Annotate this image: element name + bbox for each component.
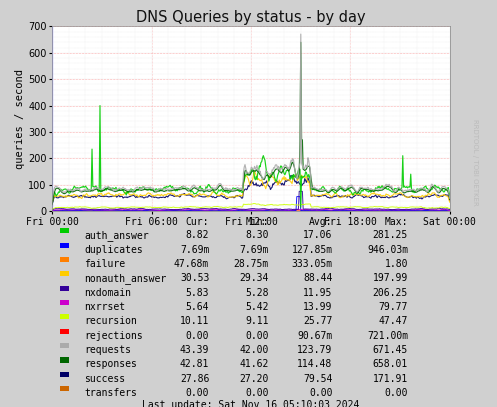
Text: 0.00: 0.00: [186, 388, 209, 398]
Text: 29.34: 29.34: [240, 274, 269, 283]
Text: 79.77: 79.77: [379, 302, 408, 312]
Text: Max:: Max:: [385, 217, 408, 227]
Bar: [60, 228, 69, 233]
Text: 41.62: 41.62: [240, 359, 269, 370]
Text: 281.25: 281.25: [373, 230, 408, 240]
Text: 721.00m: 721.00m: [367, 331, 408, 341]
Text: 206.25: 206.25: [373, 288, 408, 298]
Text: transfers: transfers: [84, 388, 137, 398]
Text: 5.42: 5.42: [246, 302, 269, 312]
Bar: [60, 257, 69, 262]
Text: 30.53: 30.53: [180, 274, 209, 283]
Bar: [60, 372, 69, 377]
Text: 5.28: 5.28: [246, 288, 269, 298]
Bar: [60, 314, 69, 319]
Text: auth_answer: auth_answer: [84, 230, 149, 241]
Text: 9.11: 9.11: [246, 316, 269, 326]
Text: 27.20: 27.20: [240, 374, 269, 384]
Y-axis label: queries / second: queries / second: [15, 69, 25, 169]
Text: 5.83: 5.83: [186, 288, 209, 298]
Text: 90.67m: 90.67m: [297, 331, 332, 341]
Text: 13.99: 13.99: [303, 302, 332, 312]
Text: 1.80: 1.80: [385, 259, 408, 269]
Text: 0.00: 0.00: [246, 331, 269, 341]
Text: duplicates: duplicates: [84, 245, 143, 255]
Text: 127.85m: 127.85m: [291, 245, 332, 255]
Title: DNS Queries by status - by day: DNS Queries by status - by day: [136, 10, 366, 25]
Text: 28.75m: 28.75m: [234, 259, 269, 269]
Text: 27.86: 27.86: [180, 374, 209, 384]
Text: 5.64: 5.64: [186, 302, 209, 312]
Text: requests: requests: [84, 345, 131, 355]
Text: Last update: Sat Nov 16 05:10:03 2024: Last update: Sat Nov 16 05:10:03 2024: [142, 400, 360, 407]
Text: Avg:: Avg:: [309, 217, 332, 227]
Text: 42.81: 42.81: [180, 359, 209, 370]
Text: 11.95: 11.95: [303, 288, 332, 298]
Text: 0.00: 0.00: [385, 388, 408, 398]
Bar: [60, 329, 69, 334]
Text: 123.79: 123.79: [297, 345, 332, 355]
Text: 171.91: 171.91: [373, 374, 408, 384]
Text: 114.48: 114.48: [297, 359, 332, 370]
Bar: [60, 300, 69, 305]
Text: recursion: recursion: [84, 316, 137, 326]
Text: responses: responses: [84, 359, 137, 370]
Text: Min:: Min:: [246, 217, 269, 227]
Text: 79.54: 79.54: [303, 374, 332, 384]
Text: 47.68m: 47.68m: [174, 259, 209, 269]
Bar: [60, 243, 69, 248]
Text: 43.39: 43.39: [180, 345, 209, 355]
Text: nxrrset: nxrrset: [84, 302, 125, 312]
Text: 8.82: 8.82: [186, 230, 209, 240]
Text: success: success: [84, 374, 125, 384]
Text: nonauth_answer: nonauth_answer: [84, 274, 166, 284]
Text: 0.00: 0.00: [246, 388, 269, 398]
Text: 7.69m: 7.69m: [180, 245, 209, 255]
Text: rejections: rejections: [84, 331, 143, 341]
Bar: [60, 357, 69, 363]
Text: 0.00: 0.00: [309, 388, 332, 398]
Text: 0.00: 0.00: [186, 331, 209, 341]
Text: 47.47: 47.47: [379, 316, 408, 326]
Text: failure: failure: [84, 259, 125, 269]
Text: RRDTOOL / TOBI OETKER: RRDTOOL / TOBI OETKER: [472, 119, 478, 206]
Text: 88.44: 88.44: [303, 274, 332, 283]
Text: 10.11: 10.11: [180, 316, 209, 326]
Bar: [60, 286, 69, 291]
Text: 658.01: 658.01: [373, 359, 408, 370]
Text: nxdomain: nxdomain: [84, 288, 131, 298]
Bar: [60, 343, 69, 348]
Text: 17.06: 17.06: [303, 230, 332, 240]
Text: Cur:: Cur:: [186, 217, 209, 227]
Text: 25.77: 25.77: [303, 316, 332, 326]
Bar: [60, 271, 69, 276]
Bar: [60, 386, 69, 391]
Text: 333.05m: 333.05m: [291, 259, 332, 269]
Text: 8.30: 8.30: [246, 230, 269, 240]
Text: 7.69m: 7.69m: [240, 245, 269, 255]
Text: 671.45: 671.45: [373, 345, 408, 355]
Text: 197.99: 197.99: [373, 274, 408, 283]
Text: 946.03m: 946.03m: [367, 245, 408, 255]
Text: 42.00: 42.00: [240, 345, 269, 355]
